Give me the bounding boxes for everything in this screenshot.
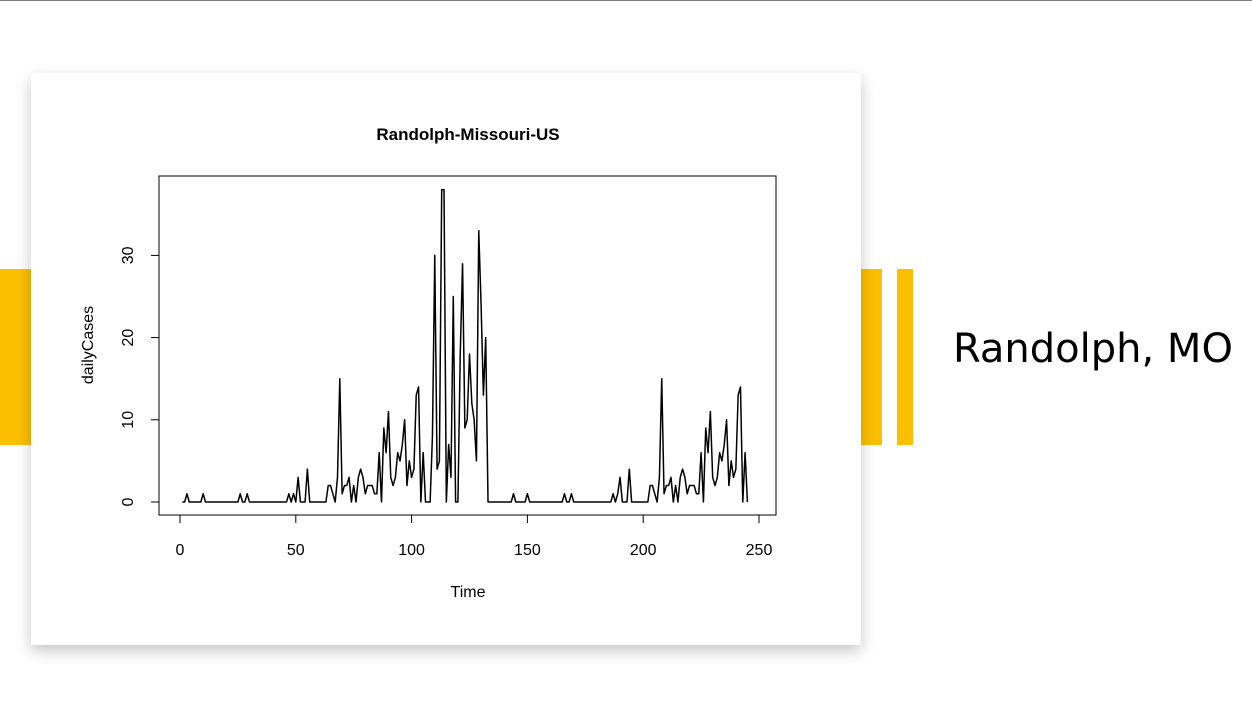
plot-frame — [158, 175, 777, 516]
accent-bar-right-2 — [897, 269, 913, 445]
series-line-daily-cases — [182, 188, 749, 503]
y-tick-label: 20 — [120, 329, 137, 347]
accent-bar-right-1 — [861, 269, 882, 445]
chart: Randolph-Missouri-US 0 50 100 150 200 250 0 10… — [80, 125, 777, 601]
x-tick-label: 250 — [746, 542, 773, 559]
y-tick-label: 10 — [120, 411, 137, 429]
x-axis-label: Time — [451, 584, 486, 601]
x-tick-label: 50 — [287, 542, 305, 559]
x-tick-label: 0 — [176, 542, 185, 559]
x-tick-label: 100 — [398, 542, 425, 559]
y-tick-label: 0 — [120, 497, 137, 506]
y-tick-label: 30 — [120, 246, 137, 264]
accent-bar-left — [0, 269, 31, 445]
county-title: Randolph, MO — [953, 326, 1233, 372]
chart-card: Randolph-Missouri-US 0 50 100 150 200 250 0 10… — [31, 73, 861, 645]
chart-title: Randolph-Missouri-US — [376, 125, 559, 144]
top-rule — [0, 0, 1252, 1]
x-tick-label: 150 — [514, 542, 541, 559]
x-axis: 0 50 100 150 200 250 — [176, 514, 773, 559]
y-axis: 0 10 20 30 — [120, 246, 160, 506]
y-axis-label: dailyCases — [80, 306, 97, 384]
x-tick-label: 200 — [630, 542, 657, 559]
